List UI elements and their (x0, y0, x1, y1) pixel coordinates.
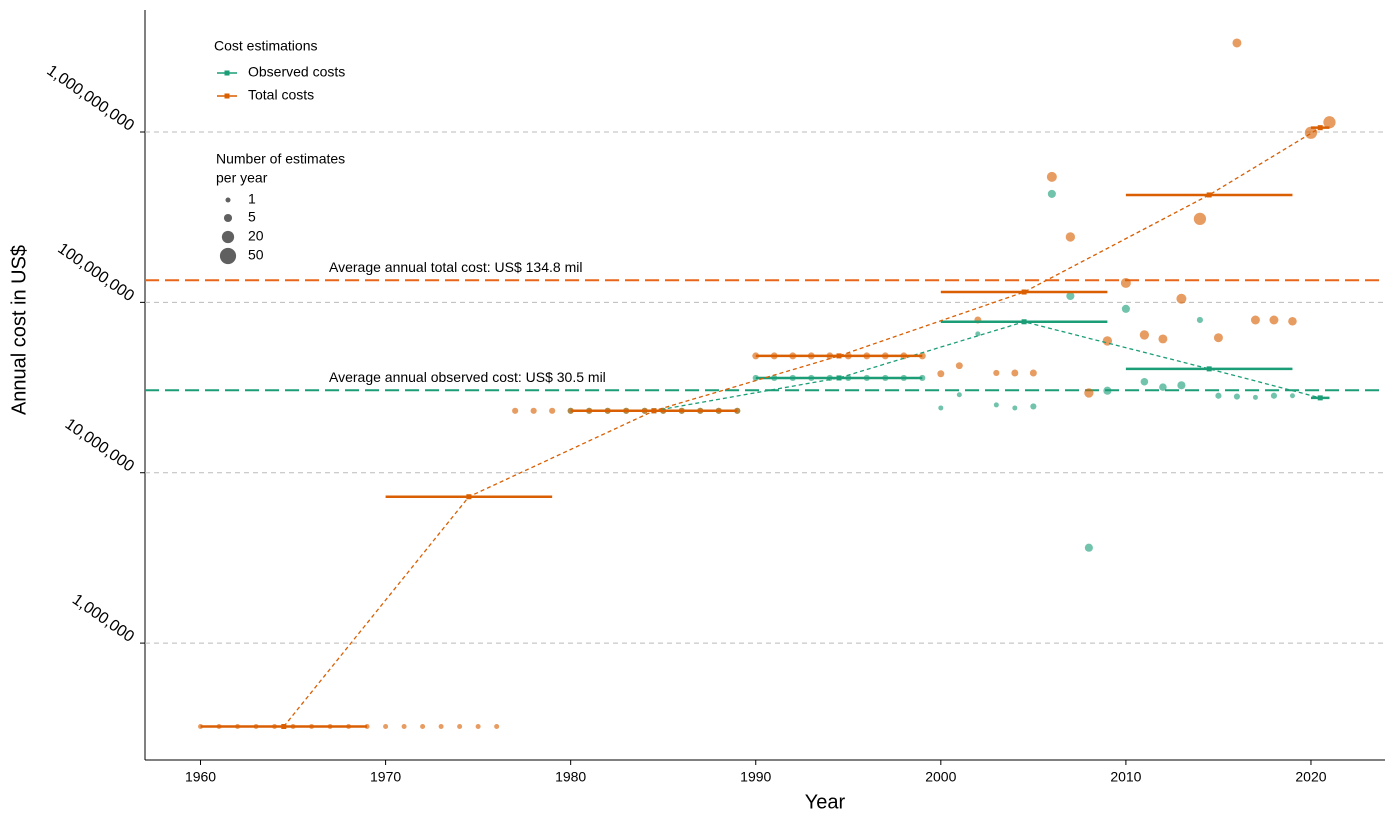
point (438, 723, 444, 729)
point (1029, 369, 1037, 377)
point (1215, 392, 1222, 399)
point (1289, 393, 1295, 399)
point (1084, 543, 1093, 552)
legend-marker (224, 70, 230, 76)
point (457, 723, 463, 729)
point (1196, 316, 1204, 324)
y-tick-label: 100,000,000 (54, 240, 137, 305)
point (420, 723, 426, 729)
size-legend-label: 5 (248, 209, 256, 225)
point (1269, 315, 1279, 325)
x-tick-label: 1980 (555, 769, 586, 785)
point (1012, 405, 1018, 411)
point (1084, 388, 1094, 398)
point (1159, 383, 1167, 391)
legend-title: Cost estimations (214, 38, 317, 54)
period-marker (1021, 289, 1027, 295)
point (1213, 333, 1223, 343)
size-legend-label: 1 (248, 191, 256, 207)
period-marker (1021, 319, 1027, 325)
size-legend-label: 20 (248, 228, 264, 244)
size-legend-circle (219, 247, 237, 265)
point (1323, 116, 1336, 129)
size-legend-title: Number of estimates (216, 151, 345, 167)
x-tick-label: 1960 (185, 769, 216, 785)
point (1103, 386, 1112, 395)
x-tick-label: 2020 (1295, 769, 1326, 785)
reference-label: Average annual observed cost: US$ 30.5 m… (329, 369, 606, 385)
x-tick-label: 2000 (925, 769, 956, 785)
point (752, 374, 759, 382)
trend-line (283, 127, 1321, 727)
point (993, 369, 1000, 377)
period-marker (651, 408, 657, 414)
point (956, 392, 962, 398)
point (549, 407, 556, 414)
legend-label: Total costs (248, 87, 314, 103)
point (1046, 171, 1057, 182)
y-tick-label: 1,000,000 (69, 591, 137, 646)
point (1121, 304, 1130, 313)
point (937, 370, 945, 378)
point (1232, 38, 1242, 48)
point (1270, 392, 1278, 399)
point (1011, 369, 1019, 377)
x-tick-label: 1990 (740, 769, 771, 785)
point (1047, 189, 1056, 198)
legend-marker (224, 93, 230, 99)
point (475, 723, 481, 729)
period-marker (1317, 395, 1323, 401)
point (1288, 316, 1297, 326)
point (1177, 381, 1186, 390)
point (1140, 377, 1149, 386)
point (938, 405, 944, 411)
point (1176, 293, 1187, 304)
y-tick-label: 1,000,000,000 (43, 62, 137, 135)
point (1120, 277, 1131, 288)
point (1193, 212, 1207, 226)
point (530, 407, 537, 414)
point (1066, 291, 1075, 301)
y-tick-label: 10,000,000 (62, 416, 137, 476)
size-legend-circle (223, 213, 233, 223)
point (494, 723, 500, 729)
point (955, 362, 963, 370)
point (975, 331, 981, 337)
point (512, 407, 519, 414)
point (383, 723, 389, 729)
period-marker (1317, 125, 1323, 131)
point (993, 402, 999, 408)
point (1233, 393, 1241, 400)
point (1065, 232, 1076, 242)
period-marker (836, 353, 842, 359)
x-axis-title: Year (805, 791, 846, 813)
period-marker (1206, 366, 1212, 372)
point (918, 352, 926, 360)
point (1139, 330, 1150, 340)
period-marker (466, 494, 472, 500)
point (1030, 403, 1037, 410)
size-legend-label: 50 (248, 247, 264, 263)
period-marker (281, 723, 287, 729)
period-marker (1206, 192, 1212, 198)
point (1250, 315, 1260, 325)
y-axis-title: Annual cost in US$ (8, 245, 30, 415)
x-tick-label: 1970 (370, 769, 401, 785)
period-marker (836, 375, 842, 381)
size-legend-circle (225, 197, 231, 203)
x-tick-label: 2010 (1110, 769, 1141, 785)
reference-label: Average annual total cost: US$ 134.8 mil (329, 259, 582, 275)
point (1252, 394, 1258, 400)
size-legend-title: per year (216, 170, 268, 186)
size-legend-circle (221, 230, 235, 244)
point (1158, 334, 1168, 344)
point (401, 723, 407, 729)
legend-label: Observed costs (248, 64, 345, 80)
